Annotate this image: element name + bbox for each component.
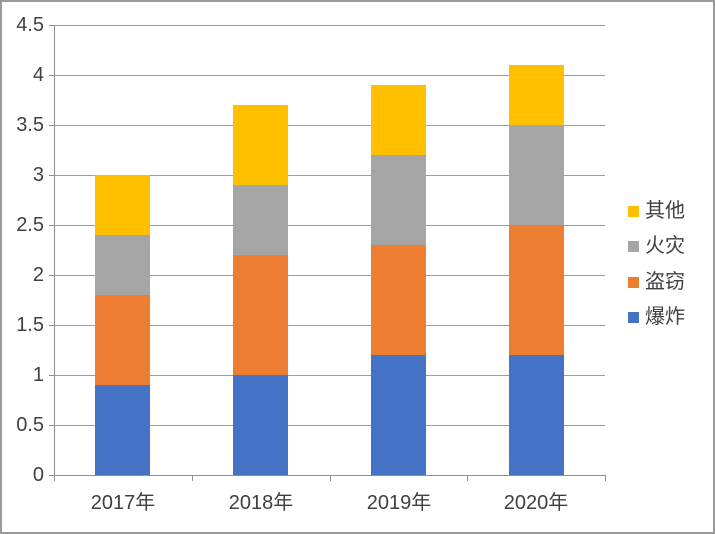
legend-marker-火灾 <box>628 240 639 252</box>
legend-label: 其他 <box>645 200 685 222</box>
y-axis-line <box>54 25 55 480</box>
legend-label: 盗窃 <box>645 271 685 293</box>
y-axis-tick <box>49 175 54 176</box>
x-axis-tick <box>54 475 55 481</box>
y-tick-label: 2 <box>32 264 44 286</box>
y-axis-tick <box>49 275 54 276</box>
y-tick-label: 3.5 <box>16 114 44 136</box>
legend-label: 爆炸 <box>645 306 685 328</box>
bar-segment-爆炸[interactable] <box>233 375 288 475</box>
legend-label: 火灾 <box>645 235 685 257</box>
x-axis-tick <box>467 475 468 481</box>
gridline <box>54 25 605 26</box>
legend-item-爆炸[interactable]: 爆炸 <box>628 306 685 328</box>
x-tick-label: 2017年 <box>90 492 156 514</box>
y-tick-label: 1.5 <box>16 314 44 336</box>
bar-segment-其他[interactable] <box>371 85 426 155</box>
legend-item-火灾[interactable]: 火灾 <box>628 235 685 257</box>
y-tick-label: 0 <box>32 464 44 486</box>
y-tick-label: 1 <box>32 364 44 386</box>
bar-segment-盗窃[interactable] <box>371 245 426 355</box>
legend-item-盗窃[interactable]: 盗窃 <box>628 271 685 293</box>
y-axis-tick <box>49 225 54 226</box>
gridline <box>54 75 605 76</box>
x-tick-label: 2019年 <box>366 492 432 514</box>
gridline <box>54 375 605 376</box>
y-axis-tick <box>49 425 54 426</box>
y-axis-tick <box>49 475 54 476</box>
legend-marker-爆炸 <box>628 311 639 323</box>
gridline <box>54 225 605 226</box>
gridline <box>54 275 605 276</box>
gridline <box>54 425 605 426</box>
x-axis-tick <box>605 475 606 481</box>
bar-segment-盗窃[interactable] <box>233 255 288 375</box>
legend-marker-其他 <box>628 205 639 217</box>
y-axis-tick <box>49 25 54 26</box>
x-axis-tick <box>330 475 331 481</box>
bar-segment-火灾[interactable] <box>233 185 288 255</box>
bar-segment-火灾[interactable] <box>371 155 426 245</box>
y-axis-tick <box>49 375 54 376</box>
bar-segment-火灾[interactable] <box>509 125 564 225</box>
bar-segment-爆炸[interactable] <box>95 385 150 475</box>
y-axis-tick <box>49 125 54 126</box>
legend-marker-盗窃 <box>628 276 639 288</box>
bar-segment-盗窃[interactable] <box>509 225 564 355</box>
x-axis-line <box>49 475 605 476</box>
x-tick-label: 2018年 <box>228 492 294 514</box>
gridline <box>54 175 605 176</box>
x-tick-label: 2020年 <box>503 492 569 514</box>
gridline <box>54 325 605 326</box>
bar-segment-其他[interactable] <box>509 65 564 125</box>
gridline <box>54 125 605 126</box>
bar-segment-其他[interactable] <box>95 175 150 235</box>
bar-segment-其他[interactable] <box>233 105 288 185</box>
bar-segment-盗窃[interactable] <box>95 295 150 385</box>
y-tick-label: 3 <box>32 164 44 186</box>
bar-segment-火灾[interactable] <box>95 235 150 295</box>
x-axis-tick <box>192 475 193 481</box>
y-tick-label: 4 <box>32 64 44 86</box>
y-tick-label: 2.5 <box>16 214 44 236</box>
y-axis-tick <box>49 75 54 76</box>
y-axis-tick <box>49 325 54 326</box>
y-tick-label: 0.5 <box>16 414 44 436</box>
bar-segment-爆炸[interactable] <box>371 355 426 475</box>
legend-item-其他[interactable]: 其他 <box>628 200 685 222</box>
bar-segment-爆炸[interactable] <box>509 355 564 475</box>
y-tick-label: 4.5 <box>16 14 44 36</box>
